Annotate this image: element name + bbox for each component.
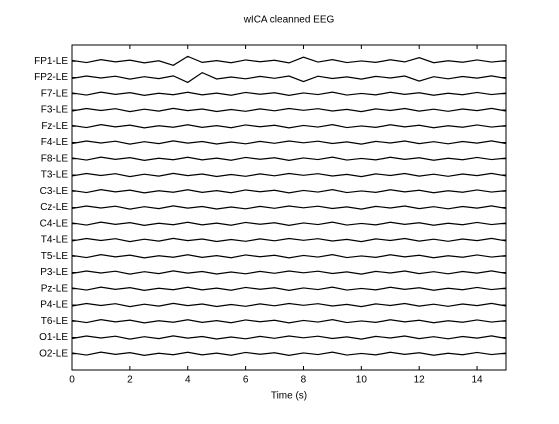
eeg-trace — [71, 221, 507, 226]
y-tick-label: Fz-LE — [41, 121, 68, 132]
x-tick-label: 8 — [301, 375, 307, 386]
eeg-trace — [71, 286, 507, 291]
eeg-trace — [71, 205, 507, 210]
eeg-trace — [71, 156, 507, 161]
eeg-trace — [71, 55, 507, 66]
y-tick-label: Pz-LE — [41, 283, 69, 294]
chart-title: wICA cleanned EEG — [243, 15, 335, 26]
y-tick-label: F4-LE — [41, 137, 69, 148]
y-tick-label: C3-LE — [40, 186, 69, 197]
eeg-trace — [71, 270, 507, 275]
eeg-trace — [71, 71, 507, 84]
y-tick-label: Cz-LE — [40, 202, 68, 213]
x-tick-label: 12 — [414, 375, 426, 386]
x-tick-label: 10 — [356, 375, 368, 386]
eeg-trace — [71, 237, 507, 243]
eeg-trace — [71, 254, 507, 259]
eeg-trace — [71, 172, 507, 178]
y-tick-label: FP1-LE — [34, 56, 68, 67]
y-tick-label: T6-LE — [41, 316, 69, 327]
eeg-trace — [71, 351, 507, 356]
y-tick-label: C4-LE — [40, 218, 69, 229]
eeg-trace — [71, 319, 507, 324]
eeg-trace — [71, 189, 507, 194]
y-tick-label: O2-LE — [39, 348, 68, 359]
x-tick-label: 14 — [472, 375, 484, 386]
eeg-trace — [71, 107, 507, 113]
y-tick-label: T5-LE — [41, 251, 69, 262]
y-tick-label: F7-LE — [41, 88, 69, 99]
y-tick-label: F3-LE — [41, 105, 69, 116]
x-axis-label: Time (s) — [271, 391, 307, 402]
eeg-trace — [71, 124, 507, 129]
eeg-trace — [71, 91, 507, 96]
y-tick-label: P3-LE — [40, 267, 68, 278]
y-tick-label: F8-LE — [41, 153, 69, 164]
eeg-trace — [71, 335, 507, 340]
x-tick-label: 0 — [69, 375, 75, 386]
y-tick-label: FP2-LE — [34, 72, 68, 83]
eeg-trace — [71, 140, 507, 145]
x-tick-label: 4 — [185, 375, 191, 386]
y-tick-label: P4-LE — [40, 300, 68, 311]
x-tick-label: 6 — [243, 375, 249, 386]
y-tick-label: O1-LE — [39, 332, 68, 343]
y-tick-label: T3-LE — [41, 170, 69, 181]
y-tick-label: T4-LE — [41, 235, 69, 246]
eeg-trace — [71, 302, 507, 308]
x-tick-label: 2 — [127, 375, 133, 386]
